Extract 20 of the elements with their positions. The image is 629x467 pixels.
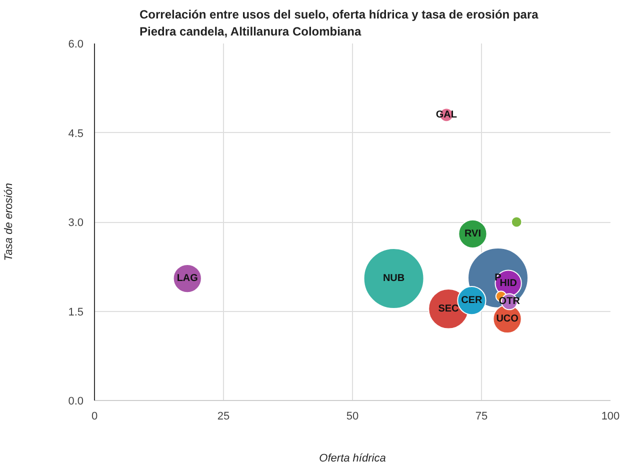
x-tick-label: 75 bbox=[475, 410, 488, 422]
y-tick-label: 3.0 bbox=[68, 217, 84, 229]
series-label: CER bbox=[461, 295, 484, 306]
series-label: UCO bbox=[496, 313, 519, 324]
series-label: SEC bbox=[438, 303, 459, 314]
x-tick-label: 100 bbox=[601, 410, 620, 422]
y-tick-label: 1.5 bbox=[68, 306, 84, 318]
y-tick-label: 4.5 bbox=[68, 128, 84, 140]
chart-title: Correlación entre usos del suelo, oferta hídrica y tasa de erosión para Piedra candela, Altillanura Colombiana bbox=[140, 8, 539, 38]
y-tick-label: 6.0 bbox=[68, 38, 84, 50]
series-label: HID bbox=[500, 278, 517, 289]
y-tick-label: 0.0 bbox=[68, 396, 84, 408]
series-label: NUB bbox=[382, 273, 405, 284]
y-axis-title: Tasa de erosión bbox=[3, 183, 16, 261]
series-label: LAG bbox=[176, 273, 198, 284]
x-tick-label: 50 bbox=[346, 410, 359, 422]
x-tick-label: 25 bbox=[217, 410, 230, 422]
x-axis-title: Oferta hídrica bbox=[319, 452, 386, 464]
x-tick-label: 0 bbox=[91, 410, 98, 422]
series-label: RVI bbox=[464, 228, 482, 240]
